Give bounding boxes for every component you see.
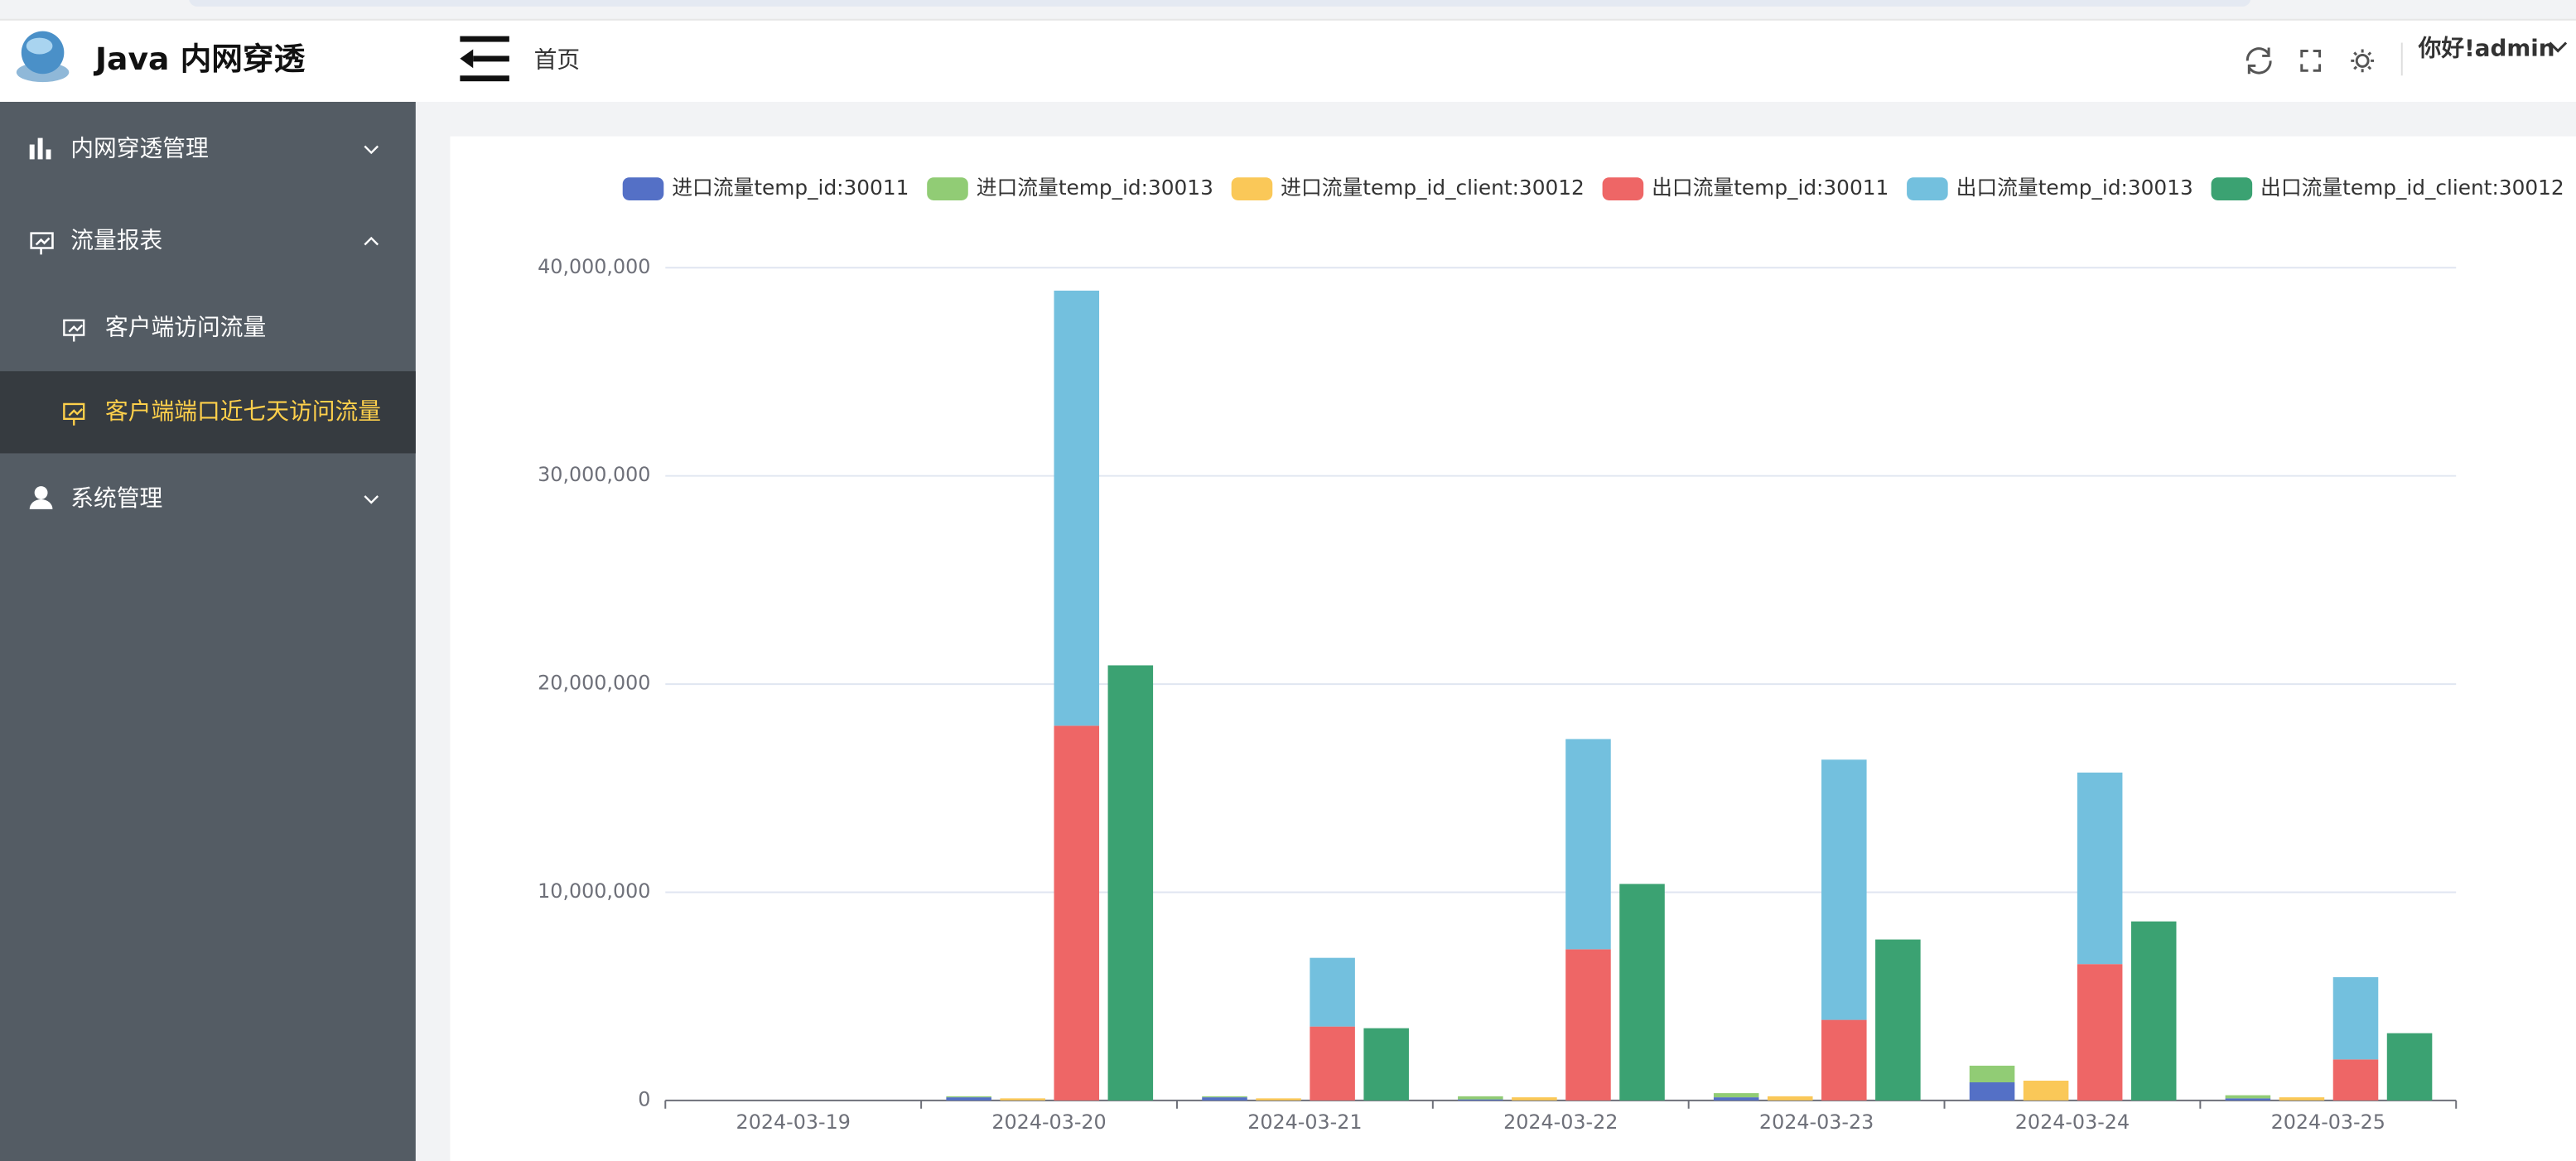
header (0, 19, 2576, 102)
bar (2332, 977, 2379, 1060)
user-name[interactable]: 你好!admin (2418, 35, 2555, 62)
logo-text: Java 内网穿透 (93, 41, 306, 77)
bar (2225, 1098, 2271, 1101)
legend-label: 出口流量temp_id_client:30012 (2260, 176, 2564, 200)
x-tick-label: 2024-03-22 (1503, 1110, 1618, 1134)
submenu-item[interactable]: 客户端访问流量 (63, 314, 266, 342)
legend-label: 进口流量temp_id:30011 (672, 176, 909, 200)
bar (1363, 1028, 1409, 1101)
submenu-label[interactable]: 客户端端口近七天访问流量 (105, 397, 381, 425)
bar (1875, 939, 1921, 1101)
bar (1767, 1096, 1813, 1101)
bar (1107, 665, 1154, 1101)
active-menu-bg (0, 371, 416, 454)
x-tick-label: 2024-03-19 (736, 1110, 851, 1134)
bar (1202, 1096, 1247, 1098)
bar (2279, 1097, 2325, 1101)
x-tick-label: 2024-03-25 (2271, 1110, 2385, 1134)
fullscreen-icon[interactable] (2300, 49, 2322, 72)
bar (1821, 1019, 1867, 1101)
bar (1969, 1082, 2015, 1101)
bar (1458, 1099, 1503, 1101)
legend-label: 出口流量temp_id:30011 (1652, 176, 1889, 200)
x-tick-label: 2024-03-24 (2015, 1110, 2130, 1134)
bar (1512, 1097, 1557, 1101)
logo (16, 31, 70, 83)
menu-item[interactable]: 系统管理 (29, 484, 379, 512)
legend-swatch (622, 177, 664, 200)
menu-toggle[interactable] (460, 36, 509, 82)
legend-swatch (1231, 177, 1273, 200)
x-tick-label: 2024-03-20 (991, 1110, 1106, 1134)
legend-swatch (1602, 177, 1644, 200)
bar (2077, 772, 2123, 965)
sidebar (0, 101, 416, 1161)
y-tick-label: 30,000,000 (538, 463, 650, 486)
bar (1054, 725, 1100, 1101)
y-tick-label: 10,000,000 (538, 879, 650, 903)
menu-item[interactable]: 内网穿透管理 (29, 134, 379, 161)
browser-bar (189, 0, 2251, 7)
chart: 0 10,000,000 20,000,000 30,000,000 40,000,00… (538, 176, 2564, 1134)
bar (1202, 1097, 1247, 1101)
legend-label: 进口流量temp_id:30013 (977, 176, 1213, 200)
menu-label[interactable]: 内网穿透管理 (70, 134, 209, 161)
legend-label: 出口流量temp_id:30013 (1956, 176, 2193, 200)
bar (1969, 1065, 2015, 1083)
y-tick-label: 0 (638, 1087, 650, 1110)
bar (946, 1097, 991, 1101)
submenu-item-active[interactable]: 客户端端口近七天访问流量 (63, 397, 381, 426)
bar (2077, 964, 2123, 1101)
submenu-label[interactable]: 客户端访问流量 (105, 314, 266, 341)
chart-card (450, 136, 2576, 1161)
theme-icon[interactable] (2351, 49, 2375, 73)
bar (2023, 1080, 2069, 1101)
bar (1054, 290, 1100, 726)
bar (1458, 1096, 1503, 1100)
bar (2130, 921, 2177, 1101)
breadcrumb[interactable]: 首页 (534, 46, 581, 73)
bar (1619, 884, 1665, 1101)
user-dropdown-icon[interactable] (2549, 41, 2568, 53)
menu-label[interactable]: 流量报表 (70, 227, 162, 254)
legend-swatch (1907, 177, 1948, 200)
y-tick-label: 40,000,000 (538, 255, 650, 278)
bar (1310, 957, 1355, 1027)
bar (1821, 759, 1867, 1020)
x-tick-label: 2024-03-23 (1759, 1110, 1874, 1134)
legend-label: 进口流量temp_id_client:30012 (1281, 176, 1585, 200)
menu-label[interactable]: 系统管理 (70, 484, 162, 512)
bar (2332, 1059, 2379, 1101)
legend-swatch (2211, 177, 2253, 200)
bar (1565, 949, 1611, 1101)
bar (1713, 1093, 1759, 1098)
bar (2225, 1095, 2271, 1099)
legend-swatch (927, 177, 968, 200)
x-tick-label: 2024-03-21 (1247, 1110, 1362, 1134)
bar (1713, 1097, 1759, 1101)
bar (2386, 1033, 2433, 1101)
bar (1000, 1098, 1045, 1101)
bar (1256, 1098, 1301, 1101)
bar (1565, 739, 1611, 950)
refresh-icon[interactable] (2246, 47, 2272, 75)
y-tick-label: 20,000,000 (538, 672, 650, 695)
bar (946, 1096, 991, 1098)
bar (1310, 1026, 1355, 1101)
menu-item[interactable]: 流量报表 (30, 227, 379, 255)
